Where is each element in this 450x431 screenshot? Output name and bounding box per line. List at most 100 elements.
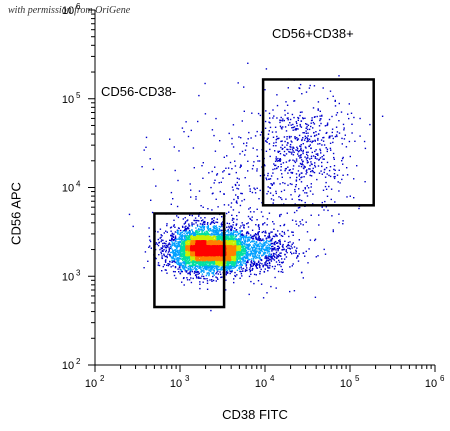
event-dot [200, 220, 203, 222]
event-dot [199, 281, 201, 283]
event-dot [254, 249, 256, 251]
event-dot [294, 128, 297, 130]
event-dot [180, 263, 182, 265]
event-dot [229, 240, 231, 242]
event-dot [211, 170, 213, 173]
event-dot [308, 128, 311, 131]
event-dot [230, 255, 232, 257]
event-dot [172, 270, 175, 273]
event-dot [283, 231, 285, 234]
event-dot [280, 140, 282, 143]
event-dot [304, 166, 306, 168]
event-dot [161, 249, 163, 252]
event-dot [282, 126, 284, 128]
event-dot [252, 253, 254, 255]
event-dot [254, 252, 256, 254]
event-dot [206, 223, 209, 225]
event-dot [181, 249, 184, 251]
event-dot [262, 252, 265, 254]
event-dot [270, 231, 272, 233]
event-dot [198, 265, 200, 267]
event-dot [197, 260, 199, 263]
event-dot [252, 257, 255, 260]
event-dot [210, 234, 212, 237]
event-dot [198, 272, 200, 275]
event-dot [217, 231, 219, 233]
event-dot [260, 249, 263, 252]
event-dot [296, 147, 299, 150]
event-dot [272, 245, 274, 248]
event-dot [304, 187, 306, 189]
event-dot [305, 250, 307, 253]
event-dot [213, 269, 215, 272]
event-dot [315, 256, 317, 258]
event-dot [265, 264, 267, 266]
event-dot [209, 236, 211, 239]
event-dot [224, 239, 227, 241]
event-dot [291, 151, 293, 154]
event-dot [220, 236, 223, 238]
event-dot [195, 265, 197, 267]
event-dot [221, 234, 223, 237]
event-dot [232, 217, 234, 220]
event-dot [256, 170, 258, 172]
event-dot [269, 155, 271, 158]
event-dot [334, 169, 336, 171]
event-dot [291, 198, 293, 200]
event-dot [239, 259, 241, 262]
event-dot [268, 234, 270, 236]
event-dot [225, 274, 227, 276]
event-dot [232, 146, 235, 148]
event-dot [271, 249, 273, 251]
event-dot [304, 146, 307, 148]
event-dot [198, 94, 200, 97]
event-dot [167, 244, 169, 246]
event-dot [302, 167, 305, 169]
event-dot [165, 243, 167, 245]
event-dot [287, 112, 289, 114]
event-dot [281, 258, 283, 260]
event-dot [304, 192, 306, 194]
event-dot [289, 241, 291, 243]
event-dot [177, 227, 180, 229]
event-dot [252, 240, 254, 243]
event-dot [197, 276, 200, 278]
event-dot [311, 140, 313, 142]
event-dot [187, 227, 190, 230]
event-dot [192, 277, 194, 280]
event-dot [291, 183, 293, 186]
event-dot [244, 149, 247, 151]
event-dot [300, 148, 302, 151]
event-dot [288, 151, 290, 153]
event-dot [269, 148, 271, 151]
event-dot [298, 150, 301, 152]
event-dot [200, 235, 203, 237]
event-dot [166, 223, 168, 225]
event-dot [279, 255, 281, 257]
event-dot [302, 252, 305, 254]
event-dot [196, 262, 198, 265]
event-dot [233, 257, 235, 260]
event-dot [182, 242, 185, 244]
event-dot [328, 169, 331, 172]
event-dot [190, 256, 192, 259]
event-dot [251, 237, 253, 239]
event-dot [187, 251, 190, 253]
event-dot [266, 247, 268, 249]
event-dot [209, 268, 212, 270]
event-dot [302, 152, 304, 155]
event-dot [254, 262, 256, 264]
event-dot [321, 161, 323, 164]
event-dot [149, 240, 152, 243]
event-dot [305, 130, 307, 132]
event-dot [169, 263, 171, 266]
event-dot [217, 260, 219, 263]
event-dot [233, 230, 235, 232]
event-dot [257, 234, 259, 236]
event-dot [236, 256, 238, 259]
event-dot [195, 196, 197, 198]
event-dot [173, 243, 176, 245]
event-dot [162, 242, 164, 245]
event-dot [213, 271, 215, 273]
event-dot [234, 252, 237, 254]
